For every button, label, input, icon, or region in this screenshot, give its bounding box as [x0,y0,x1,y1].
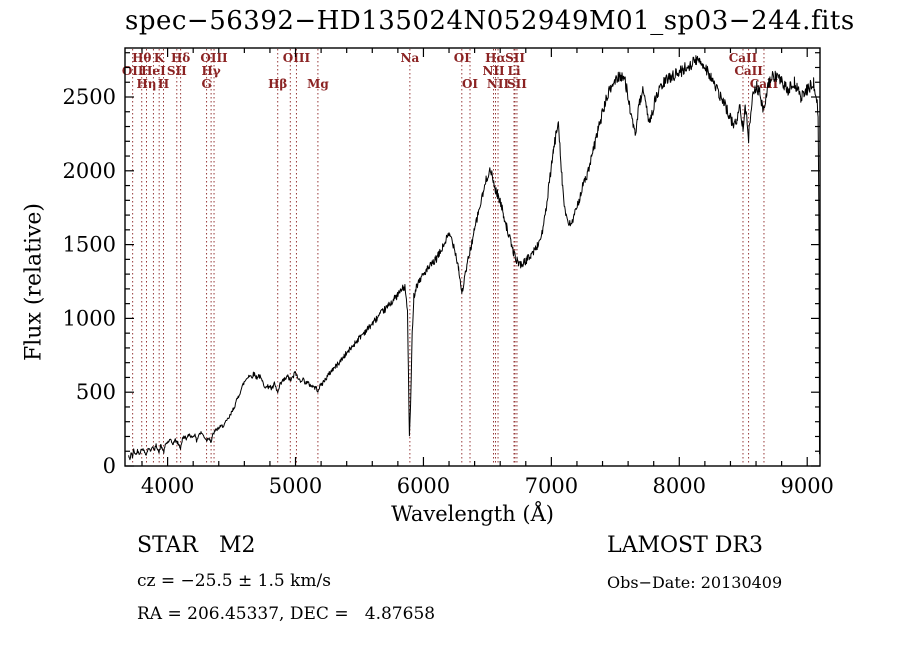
x-tick-label: 7000 [525,474,578,498]
x-tick-label: 4000 [141,474,194,498]
spectral-line-label: Na [401,51,420,65]
classification-text: STAR M2 [137,533,256,558]
spectrum-path [128,55,820,461]
spectral-line-label: Hδ [171,51,190,65]
x-tick-label: 5000 [269,474,322,498]
y-tick-label: 0 [103,454,116,478]
spectral-line-label: CaII [729,51,758,65]
spectral-line-label: NII [487,77,510,91]
spectral-line-label: SII [505,51,525,65]
spectral-line-label: G [201,77,211,91]
spectral-line-label: Mg [307,77,329,91]
spectral-line-label: HeI [141,64,166,78]
spectral-line-label: Li [508,64,521,78]
spectral-line-label: Hγ [201,64,220,78]
spectral-line-label: OIII [283,51,311,65]
spectral-line-label: K [154,51,165,65]
spectral-line-label: H [158,77,169,91]
spectral-line-label: OIII [200,51,228,65]
spectral-line-label: OI [454,51,470,65]
x-tick-label: 8000 [653,474,706,498]
spectral-line-label: SII [167,64,187,78]
spectral-line-label: CaII [734,64,763,78]
axis-box [124,47,821,467]
survey-release-text: LAMOST DR3 [607,533,763,558]
x-axis-title: Wavelength (Å) [391,502,554,526]
obs-date-text: Obs−Date: 20130409 [607,573,783,592]
y-tick-label: 2000 [63,159,116,183]
y-tick-label: 1500 [63,233,116,257]
spectral-line-label: Hη [136,77,156,91]
radial-velocity-text: cz = −25.5 ± 1.5 km/s [137,571,331,591]
y-axis-title: Flux (relative) [21,202,47,362]
plot-title: spec−56392−HD135024N052949M01_sp03−244.f… [125,6,855,36]
y-tick-label: 500 [76,380,116,404]
spectral-line-label: SII [507,77,527,91]
y-tick-label: 2500 [63,85,116,109]
x-tick-label: 9000 [780,474,833,498]
spectral-line-label: OI [462,77,478,91]
spectral-line-label: Hα [485,51,506,65]
x-tick-label: 6000 [397,474,450,498]
spectral-line-label: NII [482,64,505,78]
y-tick-label: 1000 [63,306,116,330]
spectral-line-label: Hθ [132,51,151,65]
spectral-line-label: Hβ [268,77,287,91]
coordinates-text: RA = 206.45337, DEC = 4.87658 [137,604,436,624]
